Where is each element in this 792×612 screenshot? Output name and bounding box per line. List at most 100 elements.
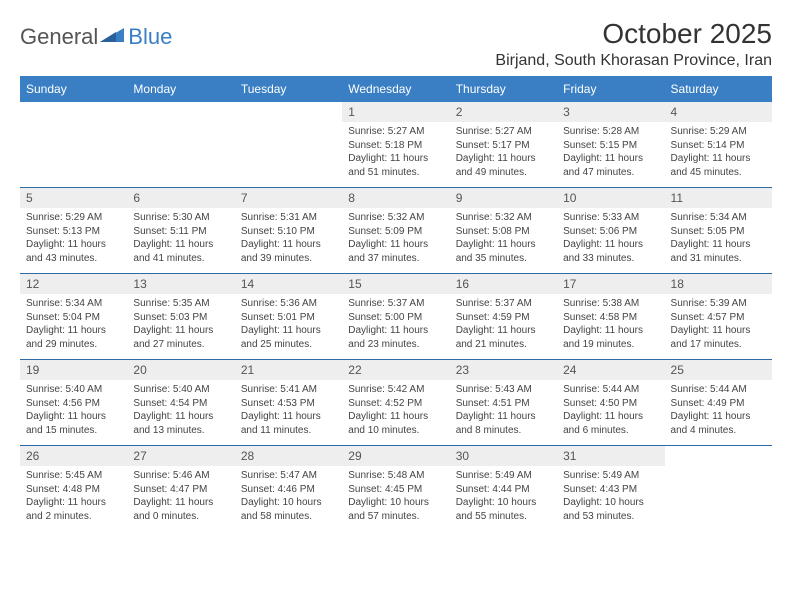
day-number-row: 262728293031 <box>20 446 772 466</box>
sunset-text: Sunset: 4:59 PM <box>456 311 551 325</box>
day-number-cell <box>127 102 234 122</box>
day-header-fri: Friday <box>557 76 664 102</box>
sunset-text: Sunset: 5:00 PM <box>348 311 443 325</box>
daylight-text: Daylight: 11 hours and 8 minutes. <box>456 410 551 437</box>
sunrise-text: Sunrise: 5:40 AM <box>133 383 228 397</box>
sunrise-text: Sunrise: 5:31 AM <box>241 211 336 225</box>
sunrise-text: Sunrise: 5:38 AM <box>563 297 658 311</box>
day-details-cell: Sunrise: 5:35 AMSunset: 5:03 PMDaylight:… <box>127 294 234 360</box>
daylight-text: Daylight: 11 hours and 10 minutes. <box>348 410 443 437</box>
day-details-cell: Sunrise: 5:37 AMSunset: 5:00 PMDaylight:… <box>342 294 449 360</box>
daylight-text: Daylight: 11 hours and 21 minutes. <box>456 324 551 351</box>
sunrise-text: Sunrise: 5:43 AM <box>456 383 551 397</box>
sunset-text: Sunset: 5:11 PM <box>133 225 228 239</box>
sunrise-text: Sunrise: 5:46 AM <box>133 469 228 483</box>
daylight-text: Daylight: 11 hours and 6 minutes. <box>563 410 658 437</box>
day-number-cell: 3 <box>557 102 664 122</box>
daylight-text: Daylight: 11 hours and 23 minutes. <box>348 324 443 351</box>
sunset-text: Sunset: 4:54 PM <box>133 397 228 411</box>
sunset-text: Sunset: 5:14 PM <box>671 139 766 153</box>
daylight-text: Daylight: 11 hours and 19 minutes. <box>563 324 658 351</box>
day-number-cell: 1 <box>342 102 449 122</box>
day-number-cell: 2 <box>450 102 557 122</box>
day-details-cell: Sunrise: 5:38 AMSunset: 4:58 PMDaylight:… <box>557 294 664 360</box>
sunset-text: Sunset: 4:51 PM <box>456 397 551 411</box>
sunset-text: Sunset: 4:58 PM <box>563 311 658 325</box>
day-number-cell: 9 <box>450 188 557 208</box>
day-details-cell: Sunrise: 5:27 AMSunset: 5:17 PMDaylight:… <box>450 122 557 188</box>
daylight-text: Daylight: 11 hours and 13 minutes. <box>133 410 228 437</box>
daylight-text: Daylight: 11 hours and 2 minutes. <box>26 496 121 523</box>
sunset-text: Sunset: 4:45 PM <box>348 483 443 497</box>
sunrise-text: Sunrise: 5:27 AM <box>348 125 443 139</box>
sunset-text: Sunset: 4:46 PM <box>241 483 336 497</box>
sunrise-text: Sunrise: 5:34 AM <box>671 211 766 225</box>
day-number-cell: 7 <box>235 188 342 208</box>
sunrise-text: Sunrise: 5:49 AM <box>563 469 658 483</box>
day-details-cell: Sunrise: 5:48 AMSunset: 4:45 PMDaylight:… <box>342 466 449 531</box>
daylight-text: Daylight: 11 hours and 33 minutes. <box>563 238 658 265</box>
daylight-text: Daylight: 11 hours and 15 minutes. <box>26 410 121 437</box>
day-details-cell: Sunrise: 5:30 AMSunset: 5:11 PMDaylight:… <box>127 208 234 274</box>
daylight-text: Daylight: 11 hours and 37 minutes. <box>348 238 443 265</box>
day-details-cell: Sunrise: 5:37 AMSunset: 4:59 PMDaylight:… <box>450 294 557 360</box>
day-header-wed: Wednesday <box>342 76 449 102</box>
day-details-cell <box>127 122 234 188</box>
daylight-text: Daylight: 11 hours and 0 minutes. <box>133 496 228 523</box>
sunset-text: Sunset: 5:18 PM <box>348 139 443 153</box>
calendar-body: 1234 Sunrise: 5:27 AMSunset: 5:18 PM Dayli… <box>20 102 772 531</box>
sunset-text: Sunset: 4:52 PM <box>348 397 443 411</box>
location-text: Birjand, South Khorasan Province, Iran <box>495 52 772 70</box>
day-details-cell: Sunrise: 5:43 AMSunset: 4:51 PMDaylight:… <box>450 380 557 446</box>
day-header-tue: Tuesday <box>235 76 342 102</box>
logo-text-blue: Blue <box>128 24 172 50</box>
day-details-cell: Sunrise: 5:28 AMSunset: 5:15 PMDaylight:… <box>557 122 664 188</box>
day-details-cell: Sunrise: 5:44 AMSunset: 4:49 PMDaylight:… <box>665 380 772 446</box>
sunrise-text: Sunrise: 5:30 AM <box>133 211 228 225</box>
day-number-cell: 28 <box>235 446 342 466</box>
day-details-row: Sunrise: 5:34 AMSunset: 5:04 PMDaylight:… <box>20 294 772 360</box>
day-number-cell: 6 <box>127 188 234 208</box>
daylight-text: Daylight: 11 hours and 35 minutes. <box>456 238 551 265</box>
day-details-cell: Sunrise: 5:34 AMSunset: 5:04 PMDaylight:… <box>20 294 127 360</box>
daylight-text: Daylight: 10 hours and 58 minutes. <box>241 496 336 523</box>
sunrise-text: Sunrise: 5:32 AM <box>456 211 551 225</box>
day-number-cell: 8 <box>342 188 449 208</box>
sunrise-text: Sunrise: 5:41 AM <box>241 383 336 397</box>
day-number-cell: 22 <box>342 360 449 380</box>
daylight-text: Daylight: 10 hours and 57 minutes. <box>348 496 443 523</box>
daylight-text: Daylight: 10 hours and 55 minutes. <box>456 496 551 523</box>
sunset-text: Sunset: 4:56 PM <box>26 397 121 411</box>
sunrise-text: Sunrise: 5:39 AM <box>671 297 766 311</box>
day-details-cell: Sunrise: 5:46 AMSunset: 4:47 PMDaylight:… <box>127 466 234 531</box>
day-number-row: 1234 <box>20 102 772 122</box>
sunrise-text: Sunrise: 5:28 AM <box>563 125 658 139</box>
day-details-cell <box>665 466 772 531</box>
day-details-cell: Sunrise: 5:29 AMSunset: 5:13 PMDaylight:… <box>20 208 127 274</box>
day-number-cell: 11 <box>665 188 772 208</box>
day-number-cell: 23 <box>450 360 557 380</box>
day-header-thu: Thursday <box>450 76 557 102</box>
day-details-cell: Sunrise: 5:32 AMSunset: 5:09 PMDaylight:… <box>342 208 449 274</box>
day-number-cell: 15 <box>342 274 449 294</box>
daylight-text: Daylight: 11 hours and 11 minutes. <box>241 410 336 437</box>
daylight-text: Daylight: 11 hours and 49 minutes. <box>456 152 551 179</box>
sunset-text: Sunset: 5:05 PM <box>671 225 766 239</box>
day-number-cell <box>20 102 127 122</box>
day-number-row: 567891011 <box>20 188 772 208</box>
sunset-text: Sunset: 5:04 PM <box>26 311 121 325</box>
day-details-cell: Sunrise: 5:49 AMSunset: 4:44 PMDaylight:… <box>450 466 557 531</box>
day-number-cell: 19 <box>20 360 127 380</box>
day-details-cell: Sunrise: 5:40 AMSunset: 4:56 PMDaylight:… <box>20 380 127 446</box>
day-details-cell: Sunrise: 5:32 AMSunset: 5:08 PMDaylight:… <box>450 208 557 274</box>
day-number-row: 19202122232425 <box>20 360 772 380</box>
month-title: October 2025 <box>495 18 772 50</box>
day-number-cell: 14 <box>235 274 342 294</box>
sunrise-text: Sunrise: 5:35 AM <box>133 297 228 311</box>
day-details-cell: Sunrise: 5:44 AMSunset: 4:50 PMDaylight:… <box>557 380 664 446</box>
day-header-row: Sunday Monday Tuesday Wednesday Thursday… <box>20 76 772 102</box>
sunset-text: Sunset: 5:08 PM <box>456 225 551 239</box>
day-details-cell: Sunrise: 5:49 AMSunset: 4:43 PMDaylight:… <box>557 466 664 531</box>
day-details-cell: Sunrise: 5:33 AMSunset: 5:06 PMDaylight:… <box>557 208 664 274</box>
day-number-cell: 29 <box>342 446 449 466</box>
